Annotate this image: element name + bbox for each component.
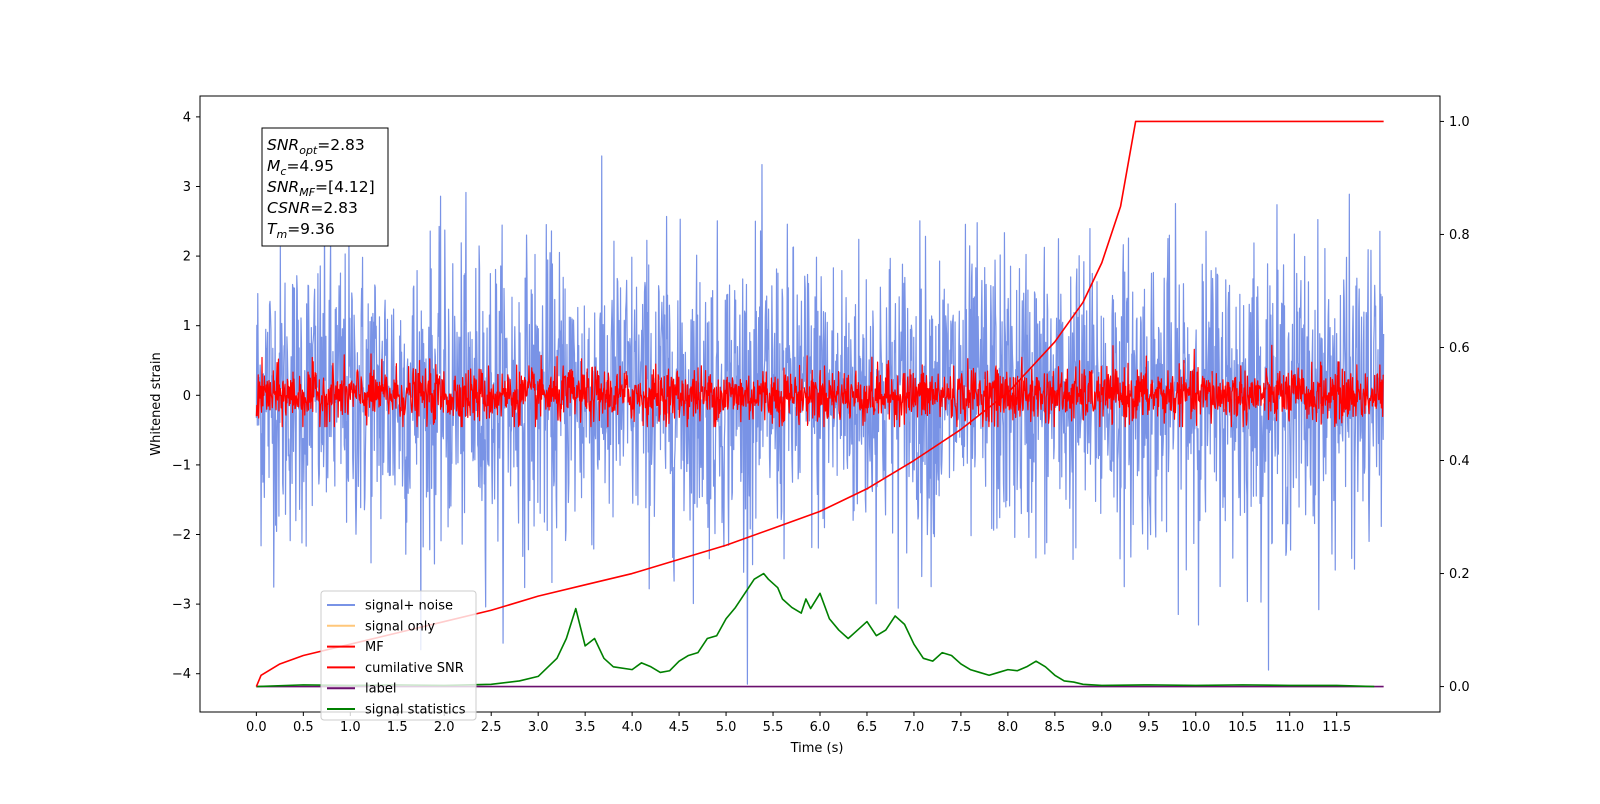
x-axis-label: Time (s) bbox=[790, 741, 844, 756]
legend-label: cumilative SNR bbox=[365, 661, 464, 676]
x-tick-label: 8.0 bbox=[998, 720, 1019, 735]
x-tick-label: 4.5 bbox=[669, 720, 690, 735]
legend-label: label bbox=[365, 682, 396, 697]
x-tick-label: 4.0 bbox=[622, 720, 643, 735]
info-line: Mc=4.95 bbox=[267, 157, 334, 178]
x-tick-label: 2.5 bbox=[481, 720, 502, 735]
x-tick-label: 0.5 bbox=[293, 720, 314, 735]
x-tick-label: 6.0 bbox=[810, 720, 831, 735]
y-left-tick-label: 3 bbox=[183, 180, 191, 195]
x-tick-label: 0.0 bbox=[246, 720, 267, 735]
y-left-tick-label: 2 bbox=[183, 250, 191, 265]
x-tick-label: 6.5 bbox=[857, 720, 878, 735]
info-line: SNRMF=[4.12] bbox=[267, 178, 375, 199]
y-left-tick-label: 0 bbox=[183, 389, 191, 404]
x-tick-label: 10.0 bbox=[1181, 720, 1210, 735]
legend-label: signal+ noise bbox=[365, 599, 453, 614]
legend-label: MF bbox=[365, 640, 384, 655]
x-tick-label: 5.0 bbox=[716, 720, 737, 735]
x-tick-label: 1.0 bbox=[340, 720, 361, 735]
legend-label: signal only bbox=[365, 619, 435, 634]
x-tick-label: 3.0 bbox=[528, 720, 549, 735]
info-line: CSNR=2.83 bbox=[267, 199, 358, 217]
y-right-tick-label: 0.6 bbox=[1449, 341, 1470, 356]
y-right-tick-label: 0.0 bbox=[1449, 680, 1470, 695]
y-left-tick-label: −3 bbox=[172, 598, 191, 613]
x-tick-label: 8.5 bbox=[1045, 720, 1066, 735]
x-tick-label: 11.5 bbox=[1322, 720, 1351, 735]
x-tick-label: 1.5 bbox=[387, 720, 408, 735]
y-right-tick-label: 0.4 bbox=[1449, 454, 1470, 469]
x-tick-label: 2.0 bbox=[434, 720, 455, 735]
y-left-tick-label: 1 bbox=[183, 319, 191, 334]
y-left-tick-label: −4 bbox=[172, 667, 191, 682]
legend: signal+ noise signal only MF cumilative SNR… bbox=[321, 591, 476, 720]
y-axis-label: Whitened strain bbox=[149, 352, 164, 455]
x-tick-label: 10.5 bbox=[1228, 720, 1257, 735]
info-box: SNRopt=2.83Mc=4.95SNRMF=[4.12]CSNR=2.83T… bbox=[262, 128, 388, 246]
x-tick-label: 7.0 bbox=[904, 720, 925, 735]
x-tick-label: 9.5 bbox=[1138, 720, 1159, 735]
y-left-tick-label: 4 bbox=[183, 110, 191, 125]
x-tick-label: 3.5 bbox=[575, 720, 596, 735]
y-right-tick-label: 0.2 bbox=[1449, 567, 1470, 582]
y-left-tick-label: −1 bbox=[172, 458, 191, 473]
x-tick-label: 9.0 bbox=[1091, 720, 1112, 735]
y-right-tick-label: 1.0 bbox=[1449, 115, 1470, 130]
x-tick-label: 5.5 bbox=[763, 720, 784, 735]
legend-label: signal statistics bbox=[365, 703, 466, 718]
y-left-tick-label: −2 bbox=[172, 528, 191, 543]
x-tick-label: 11.0 bbox=[1275, 720, 1304, 735]
y-right-tick-label: 0.8 bbox=[1449, 228, 1470, 243]
x-tick-label: 7.5 bbox=[951, 720, 972, 735]
